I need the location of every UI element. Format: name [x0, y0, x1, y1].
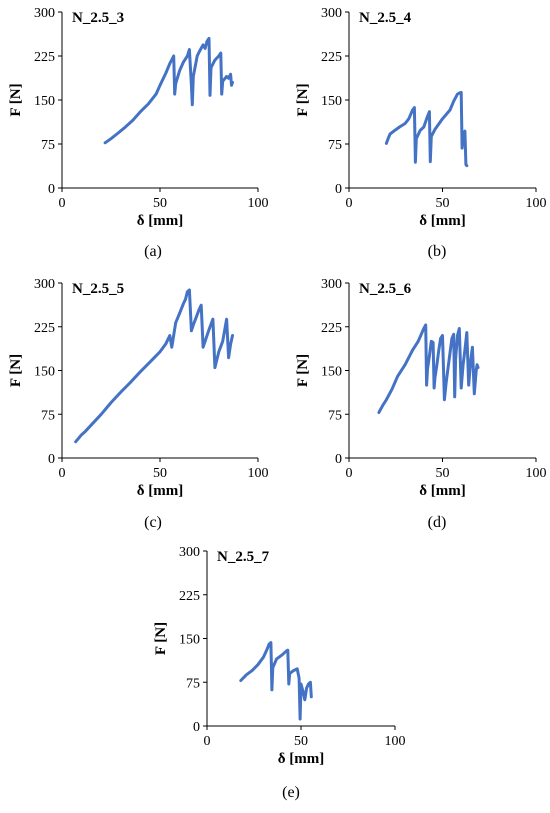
- panel-title: N_2.5_7: [217, 549, 270, 565]
- chart-panel-1: 0 75 150 225 300 0 50 100 δ [mm] F [N] N_2.5_4 (b): [295, 6, 547, 260]
- y-tick-label: 150: [321, 94, 342, 109]
- chart-panel-4: 0 75 150 225 300 0 50 100 δ [mm] F [N] N_2.5_7 (e): [153, 545, 406, 801]
- x-tick-label: 0: [204, 734, 211, 749]
- y-tick-label: 75: [328, 138, 342, 153]
- x-tick-label: 0: [346, 466, 353, 481]
- series-line-0: [377, 323, 480, 414]
- y-tick-label: 150: [34, 94, 55, 109]
- y-tick-label: 225: [321, 50, 342, 65]
- y-tick-label: 225: [34, 50, 55, 65]
- x-tick-label: 100: [385, 734, 406, 749]
- series-line-0: [74, 288, 234, 444]
- x-tick-label: 0: [59, 196, 66, 211]
- panel-title: N_2.5_4: [359, 10, 412, 26]
- x-axis-label: δ [mm]: [419, 483, 466, 499]
- y-tick-label: 300: [179, 545, 200, 560]
- y-tick-label: 75: [41, 138, 55, 153]
- chart-panel-3: 0 75 150 225 300 0 50 100 δ [mm] F [N] N_2.5_6 (d): [295, 277, 547, 531]
- y-tick-label: 225: [179, 589, 200, 604]
- y-tick-label: 150: [179, 633, 200, 648]
- x-axis-label: δ [mm]: [137, 483, 184, 499]
- chart-panel-2: 0 75 150 225 300 0 50 100 δ [mm] F [N] N_2.5_5 (c): [8, 277, 269, 531]
- panel-caption: (b): [428, 243, 447, 260]
- x-tick-label: 50: [153, 196, 167, 211]
- x-tick-label: 50: [436, 196, 450, 211]
- panel-title: N_2.5_6: [359, 281, 412, 297]
- x-axis-label: δ [mm]: [137, 213, 184, 229]
- x-tick-label: 0: [346, 196, 353, 211]
- panel-caption: (a): [144, 243, 162, 260]
- y-tick-label: 0: [335, 452, 342, 467]
- y-tick-label: 0: [48, 452, 55, 467]
- panel-caption: (d): [428, 514, 447, 531]
- x-tick-label: 50: [436, 466, 450, 481]
- y-tick-label: 150: [321, 365, 342, 380]
- chart-panel-0: 0 75 150 225 300 0 50 100 δ [mm] F [N] N_2.5_3 (a): [8, 6, 269, 260]
- y-axis-label: F [N]: [8, 83, 24, 116]
- x-tick-label: 100: [248, 466, 269, 481]
- x-axis-label: δ [mm]: [419, 213, 466, 229]
- y-tick-label: 75: [41, 408, 55, 423]
- y-tick-label: 0: [193, 720, 200, 735]
- y-axis-label: F [N]: [295, 83, 311, 116]
- y-tick-label: 300: [34, 277, 55, 292]
- series-line-0: [239, 641, 313, 721]
- y-tick-label: 225: [34, 321, 55, 336]
- x-axis-label: δ [mm]: [278, 751, 325, 767]
- y-tick-label: 0: [335, 182, 342, 197]
- panel-caption: (e): [282, 784, 300, 801]
- panel-title: N_2.5_5: [72, 281, 124, 297]
- y-tick-label: 225: [321, 321, 342, 336]
- y-tick-label: 150: [34, 365, 55, 380]
- x-tick-label: 50: [294, 734, 308, 749]
- y-tick-label: 300: [34, 6, 55, 21]
- y-axis-label: F [N]: [295, 354, 311, 387]
- y-tick-label: 300: [321, 6, 342, 21]
- series-line-0: [103, 36, 234, 145]
- x-tick-label: 100: [526, 466, 547, 481]
- x-tick-label: 50: [153, 466, 167, 481]
- x-tick-label: 0: [59, 466, 66, 481]
- y-tick-label: 300: [321, 277, 342, 292]
- y-axis-label: F [N]: [153, 622, 169, 655]
- y-tick-label: 0: [48, 182, 55, 197]
- x-tick-label: 100: [526, 196, 547, 211]
- panel-title: N_2.5_3: [72, 10, 124, 26]
- x-tick-label: 100: [248, 196, 269, 211]
- y-tick-label: 75: [186, 676, 200, 691]
- y-tick-label: 75: [328, 408, 342, 423]
- series-line-0: [384, 90, 469, 168]
- y-axis-label: F [N]: [8, 354, 24, 387]
- panel-caption: (c): [144, 514, 162, 531]
